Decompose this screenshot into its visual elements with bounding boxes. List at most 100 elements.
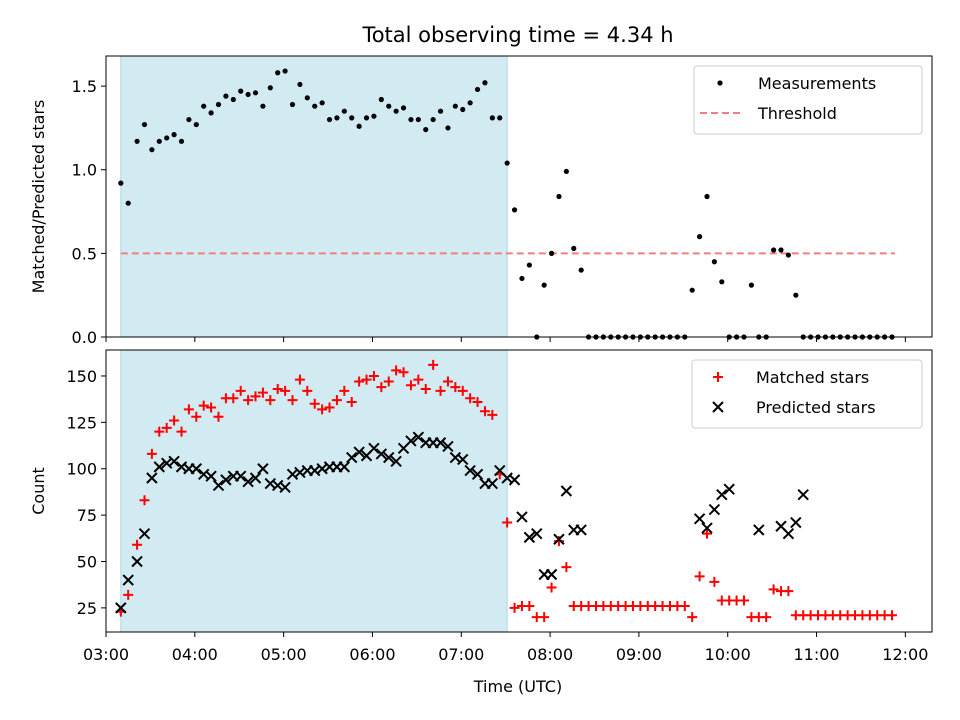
data-point — [541, 282, 547, 288]
data-point — [272, 383, 283, 394]
data-point — [198, 400, 209, 411]
data-point — [524, 601, 535, 612]
data-point — [708, 503, 721, 516]
data-point — [445, 125, 451, 131]
data-point — [375, 448, 388, 460]
data-point — [368, 442, 380, 455]
data-point — [553, 533, 565, 545]
data-point — [450, 382, 461, 393]
data-point — [156, 138, 162, 144]
data-point — [183, 404, 194, 415]
data-point — [412, 431, 425, 443]
data-point — [771, 247, 777, 253]
data-point — [363, 115, 370, 121]
y-axis-label: Matched/Predicted stars — [29, 100, 48, 294]
data-point — [186, 116, 192, 123]
y-tick-label: 50 — [77, 553, 97, 572]
y-tick-label: 75 — [77, 506, 97, 525]
y-tick-label: 25 — [77, 599, 97, 618]
data-point — [511, 207, 518, 213]
data-point — [471, 468, 484, 481]
data-point — [168, 455, 180, 468]
data-point — [460, 106, 466, 113]
data-point — [331, 395, 342, 406]
data-point — [408, 116, 414, 123]
data-point — [206, 402, 217, 413]
data-point — [457, 385, 468, 396]
data-point — [257, 387, 268, 398]
data-point — [356, 123, 362, 129]
data-point — [508, 474, 521, 486]
data-point — [164, 135, 170, 141]
data-point — [694, 571, 705, 582]
series-predicted-stars — [115, 431, 809, 614]
data-point — [785, 252, 792, 258]
legend-box — [691, 359, 923, 429]
x-tick-label: 10:00 — [705, 645, 751, 664]
x-tick-label: 12:00 — [882, 645, 928, 664]
data-point — [267, 85, 273, 91]
data-point — [405, 380, 416, 391]
data-point — [215, 101, 222, 108]
data-point — [338, 461, 351, 473]
legend-box — [693, 65, 923, 135]
data-point — [467, 100, 473, 106]
data-point — [390, 455, 402, 468]
data-point — [193, 121, 199, 128]
data-point — [405, 435, 417, 447]
data-point — [212, 479, 225, 492]
legend-marker-predicted — [712, 401, 724, 413]
data-point — [153, 461, 165, 473]
data-point — [118, 180, 124, 186]
data-point — [696, 234, 703, 240]
data-point — [704, 193, 710, 200]
data-point — [122, 574, 134, 586]
data-point — [383, 376, 394, 387]
data-point — [437, 108, 444, 114]
data-point — [452, 103, 458, 109]
data-point — [243, 395, 254, 406]
data-point — [317, 404, 328, 415]
data-point — [324, 402, 335, 413]
data-point — [428, 359, 439, 370]
data-point — [190, 463, 203, 475]
axes-frame — [105, 349, 933, 633]
x-tick-label: 03:00 — [83, 645, 129, 664]
data-point — [434, 437, 447, 449]
data-point — [149, 147, 155, 153]
legend: Matched stars Predicted stars — [691, 359, 923, 429]
data-point — [687, 612, 698, 623]
data-point — [339, 385, 350, 396]
data-point — [297, 81, 303, 88]
data-point — [504, 160, 510, 166]
data-point — [223, 93, 229, 99]
data-point — [393, 108, 399, 114]
data-point — [578, 267, 584, 273]
data-point — [309, 398, 320, 409]
data-point — [442, 440, 454, 453]
data-point — [131, 555, 143, 568]
data-point — [693, 513, 706, 525]
data-point — [230, 96, 236, 103]
data-point — [797, 489, 809, 501]
data-point — [234, 470, 247, 482]
data-point — [319, 100, 325, 106]
data-point — [887, 610, 898, 621]
data-point — [208, 110, 214, 116]
data-point — [716, 489, 728, 501]
data-point — [146, 448, 157, 459]
data-point — [561, 562, 572, 573]
data-point — [265, 395, 276, 406]
data-point — [289, 101, 296, 108]
data-point — [723, 483, 735, 495]
data-point — [138, 527, 151, 540]
legend-marker-measurements — [717, 80, 723, 86]
data-point — [171, 132, 177, 138]
x-axis-label: Time (UTC) — [473, 677, 562, 696]
shaded-interval — [120, 349, 508, 633]
data-point — [430, 116, 436, 123]
x-tick-label: 06:00 — [349, 645, 395, 664]
data-point — [304, 95, 310, 101]
y-tick-label: 1.5 — [72, 77, 97, 96]
